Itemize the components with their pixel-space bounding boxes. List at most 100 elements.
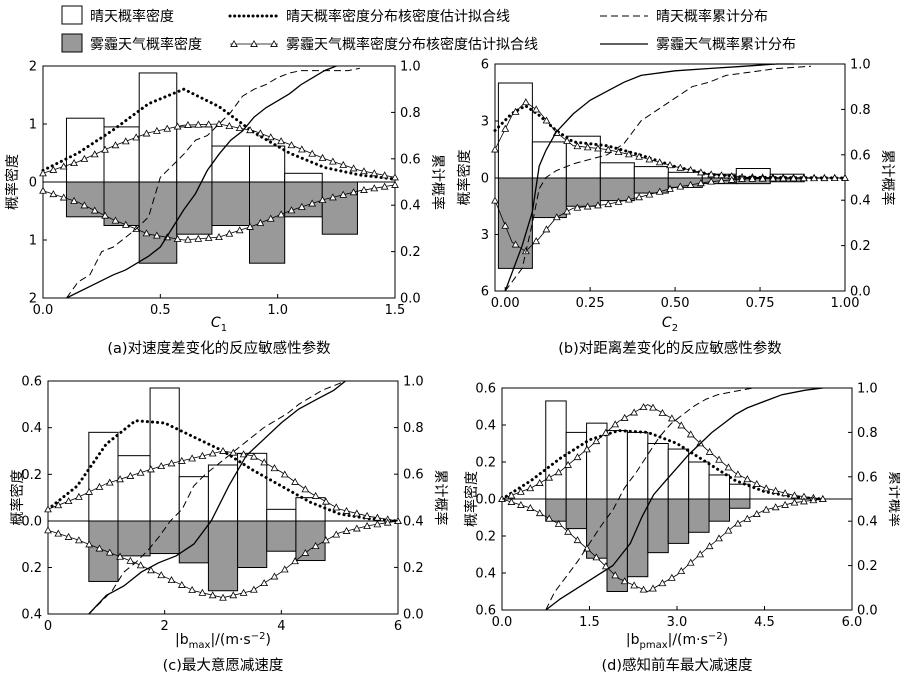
haze-kde-upper-marker-6 <box>105 478 114 486</box>
haze-cdf-line <box>504 63 794 292</box>
x-axis-label: |bmax|/(m·s−2) <box>175 631 271 651</box>
clear-bar-0 <box>545 400 567 500</box>
haze-kde-lower-marker-4 <box>80 201 89 209</box>
y-tick-label-0: 0.6 <box>475 382 496 397</box>
haze-kde-upper-marker-5 <box>542 116 551 124</box>
haze-kde-lower-marker-20 <box>250 585 258 593</box>
haze-kde-upper-marker-11 <box>604 145 613 153</box>
x-tick-label-1: 2 <box>161 619 169 634</box>
haze-kde-lower-marker-22 <box>266 214 275 222</box>
haze-kde-lower-marker-7 <box>116 552 124 560</box>
haze-bar-0 <box>88 520 119 582</box>
haze-kde-upper-marker-13 <box>624 150 633 158</box>
haze-kde-lower-marker-7 <box>564 527 572 535</box>
haze-kde-upper-marker-8 <box>573 142 582 150</box>
haze-kde-lower-marker-28 <box>779 174 788 182</box>
haze-kde-upper-marker-24 <box>291 477 299 485</box>
haze-kde-lower-marker-8 <box>573 536 582 544</box>
haze-kde-upper-marker-26 <box>311 491 320 499</box>
haze-kde-lower-marker-15 <box>645 190 654 198</box>
x-axis-label-main: |b <box>175 632 189 648</box>
haze-kde-upper-marker-6 <box>554 468 563 476</box>
clear-bar-5 <box>249 145 286 183</box>
clear-bar-9 <box>729 483 751 500</box>
haze-kde-upper-marker-32 <box>370 169 379 177</box>
haze-kde-lower-marker-2 <box>59 193 68 201</box>
haze-kde-lower-marker-12 <box>614 197 623 205</box>
x-axis-label-subscript: 1 <box>221 323 227 334</box>
haze-kde-upper-marker-13 <box>620 413 629 421</box>
haze-kde-upper-marker-25 <box>301 485 310 493</box>
haze-bar-5 <box>237 520 268 568</box>
haze-kde-lower-marker-32 <box>800 497 808 505</box>
legend-triangle-marker-0 <box>230 39 238 47</box>
haze-kde-lower-marker-26 <box>308 199 317 207</box>
haze-kde-upper-marker-31 <box>363 511 371 519</box>
haze-kde-lower-marker-10 <box>594 201 602 209</box>
haze-kde-lower-marker-27 <box>322 536 330 544</box>
clear-bar-4 <box>626 431 649 500</box>
y-tick-label-1: 3 <box>481 115 489 130</box>
haze-kde-lower-marker-2 <box>516 500 525 508</box>
right-tick-label-2: 0.4 <box>857 515 878 530</box>
haze-kde-lower-marker-30 <box>799 174 808 182</box>
haze-kde-lower-marker-28 <box>762 505 771 513</box>
haze-kde-lower-marker-32 <box>373 520 382 528</box>
right-tick-label-1: 0.2 <box>403 561 424 576</box>
haze-kde-lower-marker-23 <box>280 565 289 573</box>
legend-label-haze_cdf: 雾霾天气概率累计分布 <box>656 36 796 53</box>
clear-bar-1 <box>103 126 140 183</box>
x-axis-label-unit: |/(m·s <box>668 632 708 648</box>
haze-kde-upper-marker-4 <box>80 154 89 162</box>
haze-kde-lower-marker-33 <box>380 182 389 190</box>
haze-bar-6 <box>266 520 297 552</box>
haze-kde-lower-marker-34 <box>841 173 849 181</box>
clear-bar-2 <box>149 387 180 522</box>
haze-kde-upper-marker-12 <box>163 124 172 132</box>
haze-kde-upper-marker-1 <box>49 165 58 173</box>
haze-kde-lower-marker-31 <box>363 522 371 530</box>
haze-kde-upper-marker-27 <box>318 153 327 161</box>
haze-kde-lower-marker-14 <box>188 585 196 593</box>
haze-kde-upper-marker-20 <box>250 452 258 460</box>
haze-bar-4 <box>211 181 251 226</box>
haze-kde-lower-marker-9 <box>583 202 592 210</box>
x-tick-label-1: 1.5 <box>579 615 600 630</box>
haze-kde-upper-marker-10 <box>592 437 601 445</box>
clear-bar-3 <box>599 162 635 179</box>
haze-kde-lower-marker-15 <box>639 585 648 593</box>
clear-kde-line <box>500 429 825 501</box>
haze-kde-upper-marker-14 <box>184 121 192 128</box>
haze-kde-upper-marker-14 <box>630 408 638 416</box>
haze-kde-lower-marker-22 <box>705 542 714 550</box>
legend-item-clear_kde: 晴天概率密度分布核密度估计拟合线 <box>228 8 510 25</box>
haze-kde-lower-marker-15 <box>194 234 203 242</box>
haze-kde-lower-marker-24 <box>287 206 296 214</box>
x-axis-label-main: |b <box>626 632 640 648</box>
haze-cdf-line <box>66 65 337 299</box>
haze-kde-lower-marker-21 <box>256 218 265 226</box>
x-axis-label-superscript: −2 <box>251 631 266 642</box>
haze-kde-upper-marker-4 <box>532 105 541 113</box>
haze-kde-upper-marker-12 <box>167 459 176 467</box>
y-tick-label-5: 0.4 <box>475 567 496 582</box>
y-tick-label-3: 0.0 <box>21 515 42 530</box>
legend-item-haze_kde: 雾霾天气概率密度分布核密度估计拟合线 <box>230 36 538 53</box>
right-tick-label-0: 0.0 <box>850 285 871 300</box>
haze-kde-upper-marker-15 <box>194 120 203 128</box>
x-tick-label-0: 0.0 <box>492 615 513 630</box>
x-tick-label-0: 0 <box>44 619 52 634</box>
clear-bar-1 <box>117 455 151 522</box>
haze-kde-upper-marker-26 <box>743 475 752 483</box>
haze-kde-upper-marker-7 <box>116 475 124 483</box>
clear-bar-1 <box>531 141 567 179</box>
haze-kde-lower-marker-6 <box>552 213 561 221</box>
x-axis-label-main: C <box>662 315 672 331</box>
haze-kde-upper-marker-24 <box>724 463 733 471</box>
haze-kde-upper-marker-21 <box>707 170 716 178</box>
haze-kde-upper-marker-30 <box>781 489 789 497</box>
haze-kde-lower-marker-3 <box>75 536 83 544</box>
haze-kde-upper-marker-8 <box>573 453 582 461</box>
haze-kde-lower-marker-14 <box>630 581 638 589</box>
legend-item-clear_cdf: 晴天概率累计分布 <box>600 8 768 25</box>
